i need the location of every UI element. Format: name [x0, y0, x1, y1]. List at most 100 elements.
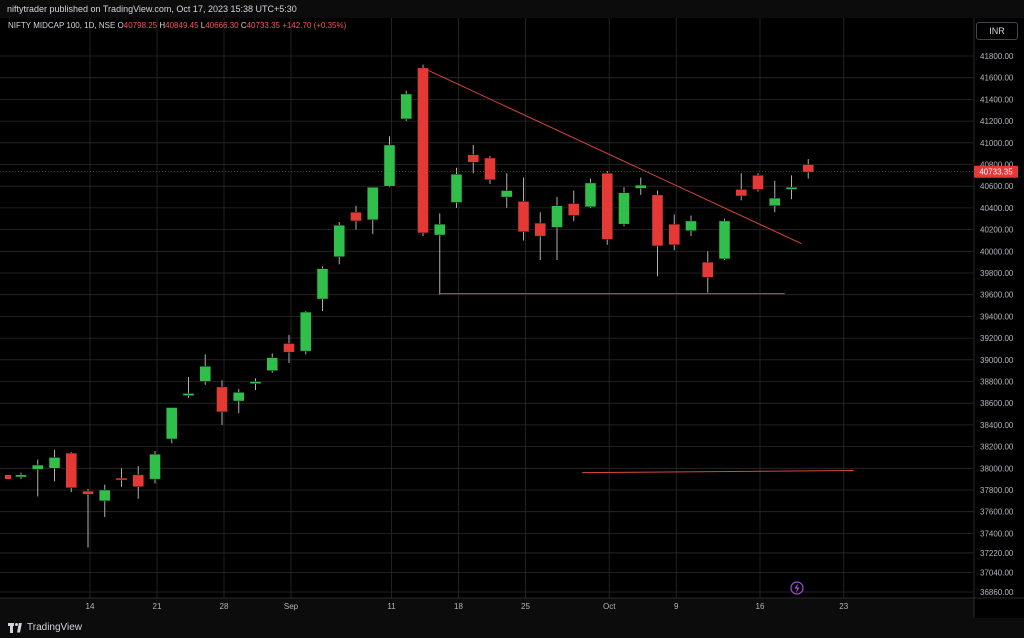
y-tick-label: 39200.00 [980, 334, 1014, 343]
y-tick-label: 40000.00 [980, 247, 1014, 256]
candle-body [517, 201, 530, 233]
candle-body [333, 225, 345, 257]
y-tick-label: 38800.00 [980, 378, 1014, 387]
y-tick-label: 41200.00 [980, 117, 1014, 126]
candle-body [132, 474, 144, 488]
y-tick-label: 41400.00 [980, 95, 1014, 104]
tradingview-logo[interactable]: TradingView [8, 622, 82, 633]
y-tick-label: 37800.00 [980, 486, 1014, 495]
candle-body [367, 187, 379, 221]
y-tick-label: 37040.00 [980, 568, 1014, 577]
x-tick-label: 28 [220, 602, 229, 611]
y-tick-label: 37600.00 [980, 508, 1014, 517]
last-price-tag [974, 165, 1018, 178]
candle-body [99, 489, 111, 502]
candle-body [383, 144, 396, 187]
candle-body [618, 192, 630, 225]
x-tick-label: 14 [86, 602, 95, 611]
legend-high-label: H [159, 21, 166, 30]
candle-body [802, 164, 814, 173]
left-price-marker [5, 474, 11, 479]
legend-close-label: C [240, 21, 247, 30]
candle-body [266, 357, 278, 371]
x-tick-label: 11 [387, 602, 396, 611]
y-tick-label: 40400.00 [980, 204, 1014, 213]
legend-high: 40849.45 [165, 21, 199, 30]
candle-body [785, 187, 798, 190]
candle-body [417, 67, 429, 234]
legend-open: 40798.25 [123, 21, 158, 30]
legend-low-label: L [200, 21, 206, 30]
candle-body [534, 222, 546, 237]
x-tick-label: 18 [454, 602, 463, 611]
y-tick-label: 38000.00 [980, 464, 1014, 473]
y-tick-label: 38400.00 [980, 421, 1014, 430]
x-tick-label: Oct [603, 602, 616, 611]
currency-button[interactable]: INR [976, 22, 1018, 40]
candle-body [216, 386, 228, 413]
tradingview-logo-icon [8, 622, 22, 633]
candle-body [400, 93, 412, 120]
symbol-legend: NIFTY MIDCAP 100, 1D, NSE O40798.25 H408… [8, 21, 346, 30]
publish-text: niftytrader published on TradingView.com… [7, 4, 297, 14]
x-tick-label: 9 [674, 602, 679, 611]
legend-close: 40733.35 [246, 21, 280, 30]
y-tick-label: 39800.00 [980, 269, 1014, 278]
y-tick-label: 41800.00 [980, 52, 1014, 61]
candle-body [82, 490, 94, 495]
footer: TradingView [0, 618, 1024, 638]
last-price-label: 40733.35 [979, 168, 1013, 177]
candle-body [15, 474, 27, 478]
trendline [422, 67, 802, 245]
candle-body [484, 157, 496, 180]
trendline [582, 469, 854, 474]
y-tick-label: 37220.00 [980, 549, 1014, 558]
candle-body [584, 182, 597, 208]
candle-body [300, 311, 312, 352]
candle-body [752, 175, 764, 190]
legend-change: +142.70 (+0.35%) [282, 21, 347, 30]
candle-body [501, 190, 513, 198]
candle-body [233, 392, 245, 402]
y-tick-label: 38200.00 [980, 443, 1014, 452]
legend-low: 40666.30 [205, 21, 239, 30]
candle-body [149, 453, 161, 480]
candle-body [601, 172, 613, 240]
candle-body [568, 203, 580, 216]
candle-body [668, 223, 680, 246]
y-tick-label: 41000.00 [980, 139, 1014, 148]
candle-body [65, 452, 77, 489]
y-tick-label: 39000.00 [980, 356, 1014, 365]
candle-body [283, 343, 295, 353]
candle-body [769, 197, 781, 206]
candle-body [551, 205, 563, 228]
candle-body [115, 477, 128, 481]
y-tick-label: 39400.00 [980, 312, 1014, 321]
y-tick-label: 36860.00 [980, 588, 1014, 597]
plot-area [0, 18, 974, 598]
lightning-icon[interactable] [790, 581, 804, 595]
candle-body [199, 366, 211, 382]
candle-body [182, 393, 195, 396]
candle-body [249, 381, 262, 384]
candle-body [32, 464, 44, 470]
candle-body [651, 194, 664, 247]
candle-body [685, 220, 697, 231]
y-tick-label: 39600.00 [980, 291, 1014, 300]
x-tick-label: 21 [153, 602, 162, 611]
y-tick-label: 40600.00 [980, 182, 1014, 191]
price-axis [974, 18, 1024, 618]
y-tick-label: 40800.00 [980, 161, 1014, 170]
publish-header: niftytrader published on TradingView.com… [0, 0, 1024, 18]
candle-body [735, 189, 747, 197]
candle-body [350, 211, 362, 222]
candle-body [316, 268, 329, 300]
candle-body [467, 154, 479, 163]
candle-body [166, 407, 178, 440]
candle-body [434, 223, 446, 236]
y-tick-label: 40200.00 [980, 226, 1014, 235]
candle-body [718, 220, 731, 260]
y-tick-label: 37400.00 [980, 529, 1014, 538]
legend-symbol: NIFTY MIDCAP 100, 1D, NSE [8, 21, 116, 30]
